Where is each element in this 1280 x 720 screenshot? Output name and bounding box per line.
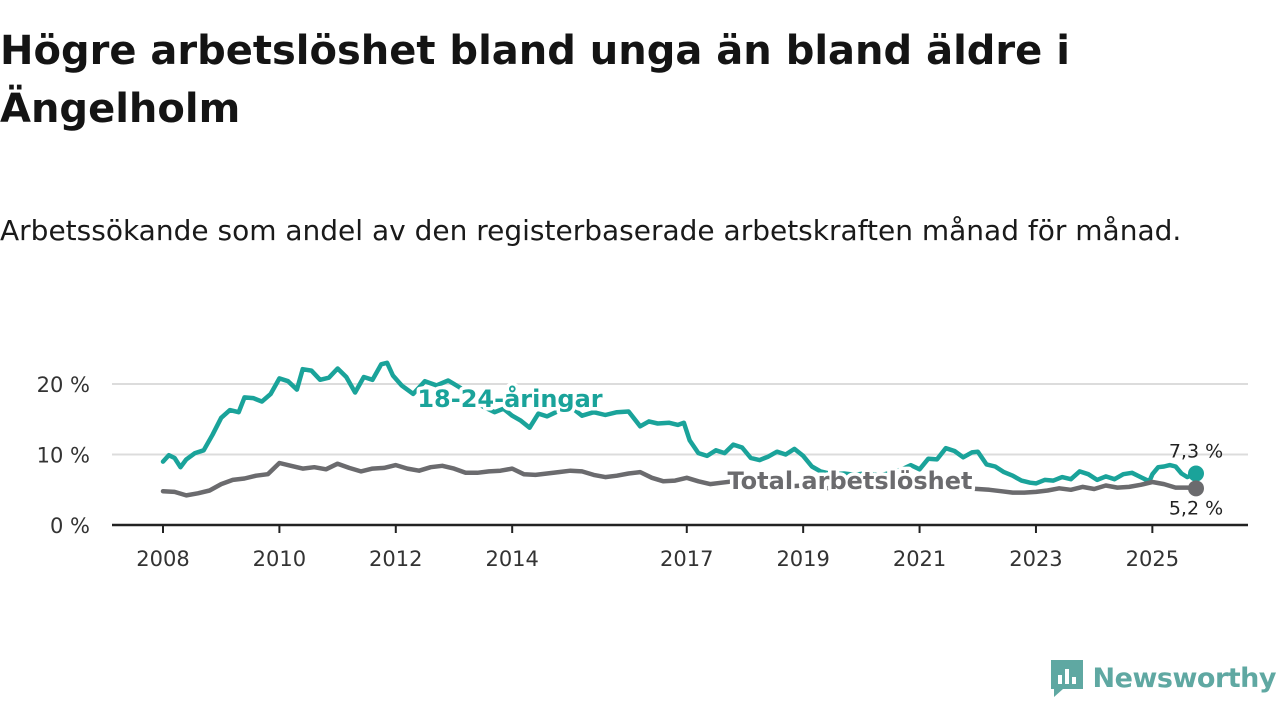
axis-layer: 0 % 10 % 20 % 2008 2010 2012 2014 2017 2019 2021 2… bbox=[37, 373, 1248, 571]
bar-chart-badge-icon bbox=[1050, 660, 1083, 697]
x-tick-label: 2017 bbox=[660, 547, 713, 571]
x-tick-label: 2021 bbox=[893, 547, 946, 571]
y-tick-label: 10 % bbox=[37, 444, 90, 468]
youth-series-line bbox=[160, 360, 1199, 486]
logo-wordmark: Newsworthy bbox=[1092, 662, 1277, 694]
chart-svg: 0 % 10 % 20 % 2008 2010 2012 2014 2017 2019 2021 2… bbox=[37, 360, 1248, 571]
x-tick-label: 2010 bbox=[253, 547, 306, 571]
youth-end-label: 7,3 % bbox=[1169, 441, 1223, 463]
label-layer: 7,3 % 5,2 % 18-24-åringar Total arbetslöshe… bbox=[414, 381, 1223, 520]
newsworthy-logo: Newsworthy bbox=[1049, 658, 1277, 698]
youth-end-point bbox=[1188, 465, 1204, 482]
total-series-label: Total arbetslöshet bbox=[727, 467, 972, 495]
total-series-line bbox=[160, 460, 1199, 498]
youth-series-label: 18-24-åringar bbox=[417, 384, 602, 413]
y-tick-label: 0 % bbox=[50, 514, 90, 538]
x-tick-label: 2023 bbox=[1009, 547, 1062, 571]
x-tick-label: 2012 bbox=[369, 547, 422, 571]
chart-title: Högre arbetslöshet bland unga än bland ä… bbox=[0, 28, 1070, 132]
x-tick-label: 2014 bbox=[485, 547, 538, 571]
x-tick-label: 2008 bbox=[136, 547, 189, 571]
chart-subtitle: Arbetssökande som andel av den registerb… bbox=[0, 214, 1182, 247]
grid-layer bbox=[112, 383, 1248, 456]
total-end-label: 5,2 % bbox=[1169, 497, 1223, 519]
total-end-point bbox=[1188, 480, 1204, 497]
x-tick-label: 2025 bbox=[1126, 547, 1179, 571]
x-tick-label: 2019 bbox=[776, 547, 829, 571]
line-layer bbox=[160, 360, 1199, 498]
line-chart: 0 % 10 % 20 % 2008 2010 2012 2014 2017 2019 2021 2… bbox=[0, 340, 1280, 600]
y-tick-label: 20 % bbox=[37, 373, 90, 397]
